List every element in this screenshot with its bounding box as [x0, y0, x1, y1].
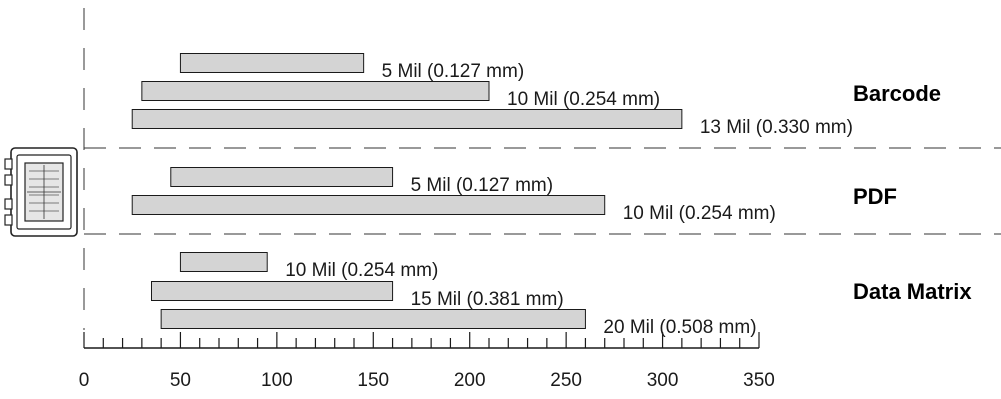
x-tick-label: 0 [79, 370, 90, 391]
range-bar [170, 167, 394, 187]
bar-label: 10 Mil (0.254 mm) [623, 203, 776, 224]
bar-label: 5 Mil (0.127 mm) [411, 175, 554, 196]
group-label: Data Matrix [853, 279, 972, 304]
x-tick-label: 200 [454, 370, 486, 391]
x-tick-label: 250 [550, 370, 582, 391]
x-tick-label: 150 [357, 370, 389, 391]
x-tick-label: 100 [261, 370, 293, 391]
bars-layer: 5 Mil (0.127 mm) 10 Mil (0.254 mm) 13 Mil … [131, 53, 972, 338]
bar-label: 10 Mil (0.254 mm) [507, 89, 660, 110]
range-bar [179, 252, 268, 272]
bar-label: 10 Mil (0.254 mm) [285, 260, 438, 281]
range-bar [131, 109, 683, 129]
x-tick-label: 300 [647, 370, 679, 391]
range-bar [131, 195, 606, 215]
group-label: PDF [853, 184, 897, 209]
x-axis: 0 50 100 150 200 250 300 350 [79, 332, 775, 391]
x-tick-label: 350 [743, 370, 775, 391]
group-label: Barcode [853, 81, 941, 106]
range-bar [179, 53, 365, 73]
bar-label: 15 Mil (0.381 mm) [411, 289, 564, 310]
x-tick-label: 50 [170, 370, 191, 391]
scanner-device-icon [4, 147, 78, 237]
bar-label: 20 Mil (0.508 mm) [603, 317, 756, 338]
bar-label: 5 Mil (0.127 mm) [382, 61, 525, 82]
range-bar [141, 81, 490, 101]
range-bar [160, 309, 586, 329]
bar-label: 13 Mil (0.330 mm) [700, 117, 853, 138]
range-bar [151, 281, 394, 301]
